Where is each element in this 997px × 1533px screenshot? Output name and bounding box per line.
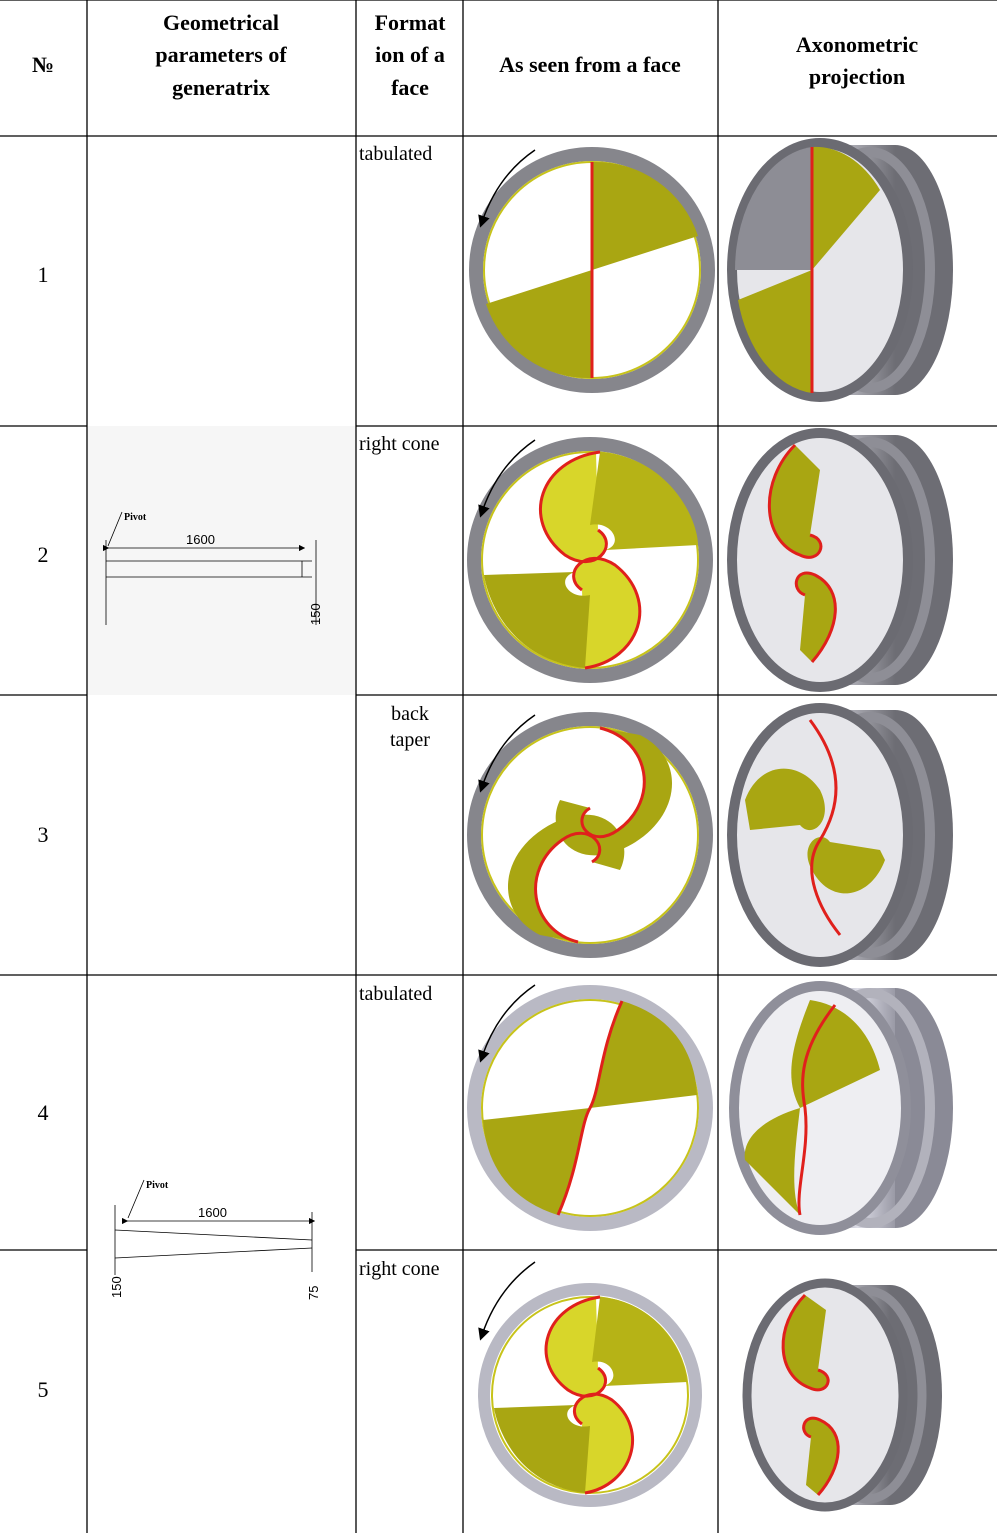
face-view-spiral-right bbox=[467, 437, 713, 683]
row-number: 5 bbox=[38, 1377, 49, 1402]
dimension-length: 1600 bbox=[198, 1205, 227, 1220]
dimension-length: 1600 bbox=[186, 532, 215, 547]
face-view-straight bbox=[469, 147, 715, 393]
row-number: 4 bbox=[38, 1100, 49, 1125]
dimension-height-left: 150 bbox=[109, 1276, 124, 1298]
row-number: 1 bbox=[38, 262, 49, 287]
generatrix-drawing-tapered: Pivot 1600 150 75 bbox=[109, 1179, 321, 1300]
row-numbers: 1 2 3 4 5 bbox=[38, 262, 49, 1402]
axon-view-spiral-back bbox=[727, 703, 953, 967]
header-formation-line1: Format bbox=[375, 10, 447, 35]
formation-label: right cone bbox=[359, 1258, 440, 1280]
formation-label: tabulated bbox=[359, 143, 432, 165]
header-formation-line3: face bbox=[391, 75, 429, 100]
header-axon-line2: projection bbox=[809, 64, 905, 89]
face-view-spiral-right-small bbox=[478, 1261, 702, 1507]
axon-view-s-curve bbox=[729, 981, 953, 1235]
header-params-line2: parameters of bbox=[155, 42, 287, 67]
pivot-label: Pivot bbox=[124, 512, 147, 523]
dimension-height: 150 bbox=[308, 603, 323, 625]
table-header: № Geometrical parameters of generatrix F… bbox=[32, 10, 918, 100]
pivot-label: Pivot bbox=[146, 1180, 169, 1191]
formation-label: taper bbox=[390, 729, 430, 751]
header-params-line1: Geometrical bbox=[163, 10, 279, 35]
generatrix-drawing-constant: Pivot 1600 150 bbox=[88, 426, 355, 695]
header-axon-line1: Axonometric bbox=[796, 32, 918, 57]
face-view-spiral-back bbox=[467, 712, 713, 958]
row-number: 3 bbox=[38, 822, 49, 847]
header-formation-line2: ion of a bbox=[375, 42, 445, 67]
axon-view-spiral-right bbox=[727, 428, 953, 692]
row-number: 2 bbox=[38, 542, 49, 567]
formation-labels: tabulated right cone back taper tabulate… bbox=[359, 143, 440, 1280]
header-face: As seen from a face bbox=[499, 52, 681, 77]
header-number: № bbox=[32, 52, 54, 77]
axon-view-straight bbox=[727, 138, 953, 402]
formation-label: right cone bbox=[359, 433, 440, 455]
formation-label: tabulated bbox=[359, 983, 432, 1005]
axon-view-spiral-right-small bbox=[742, 1278, 942, 1512]
dimension-height-right: 75 bbox=[306, 1286, 321, 1300]
face-view-s-curve bbox=[467, 984, 713, 1231]
header-params-line3: generatrix bbox=[172, 75, 270, 100]
formation-label: back bbox=[391, 703, 429, 725]
